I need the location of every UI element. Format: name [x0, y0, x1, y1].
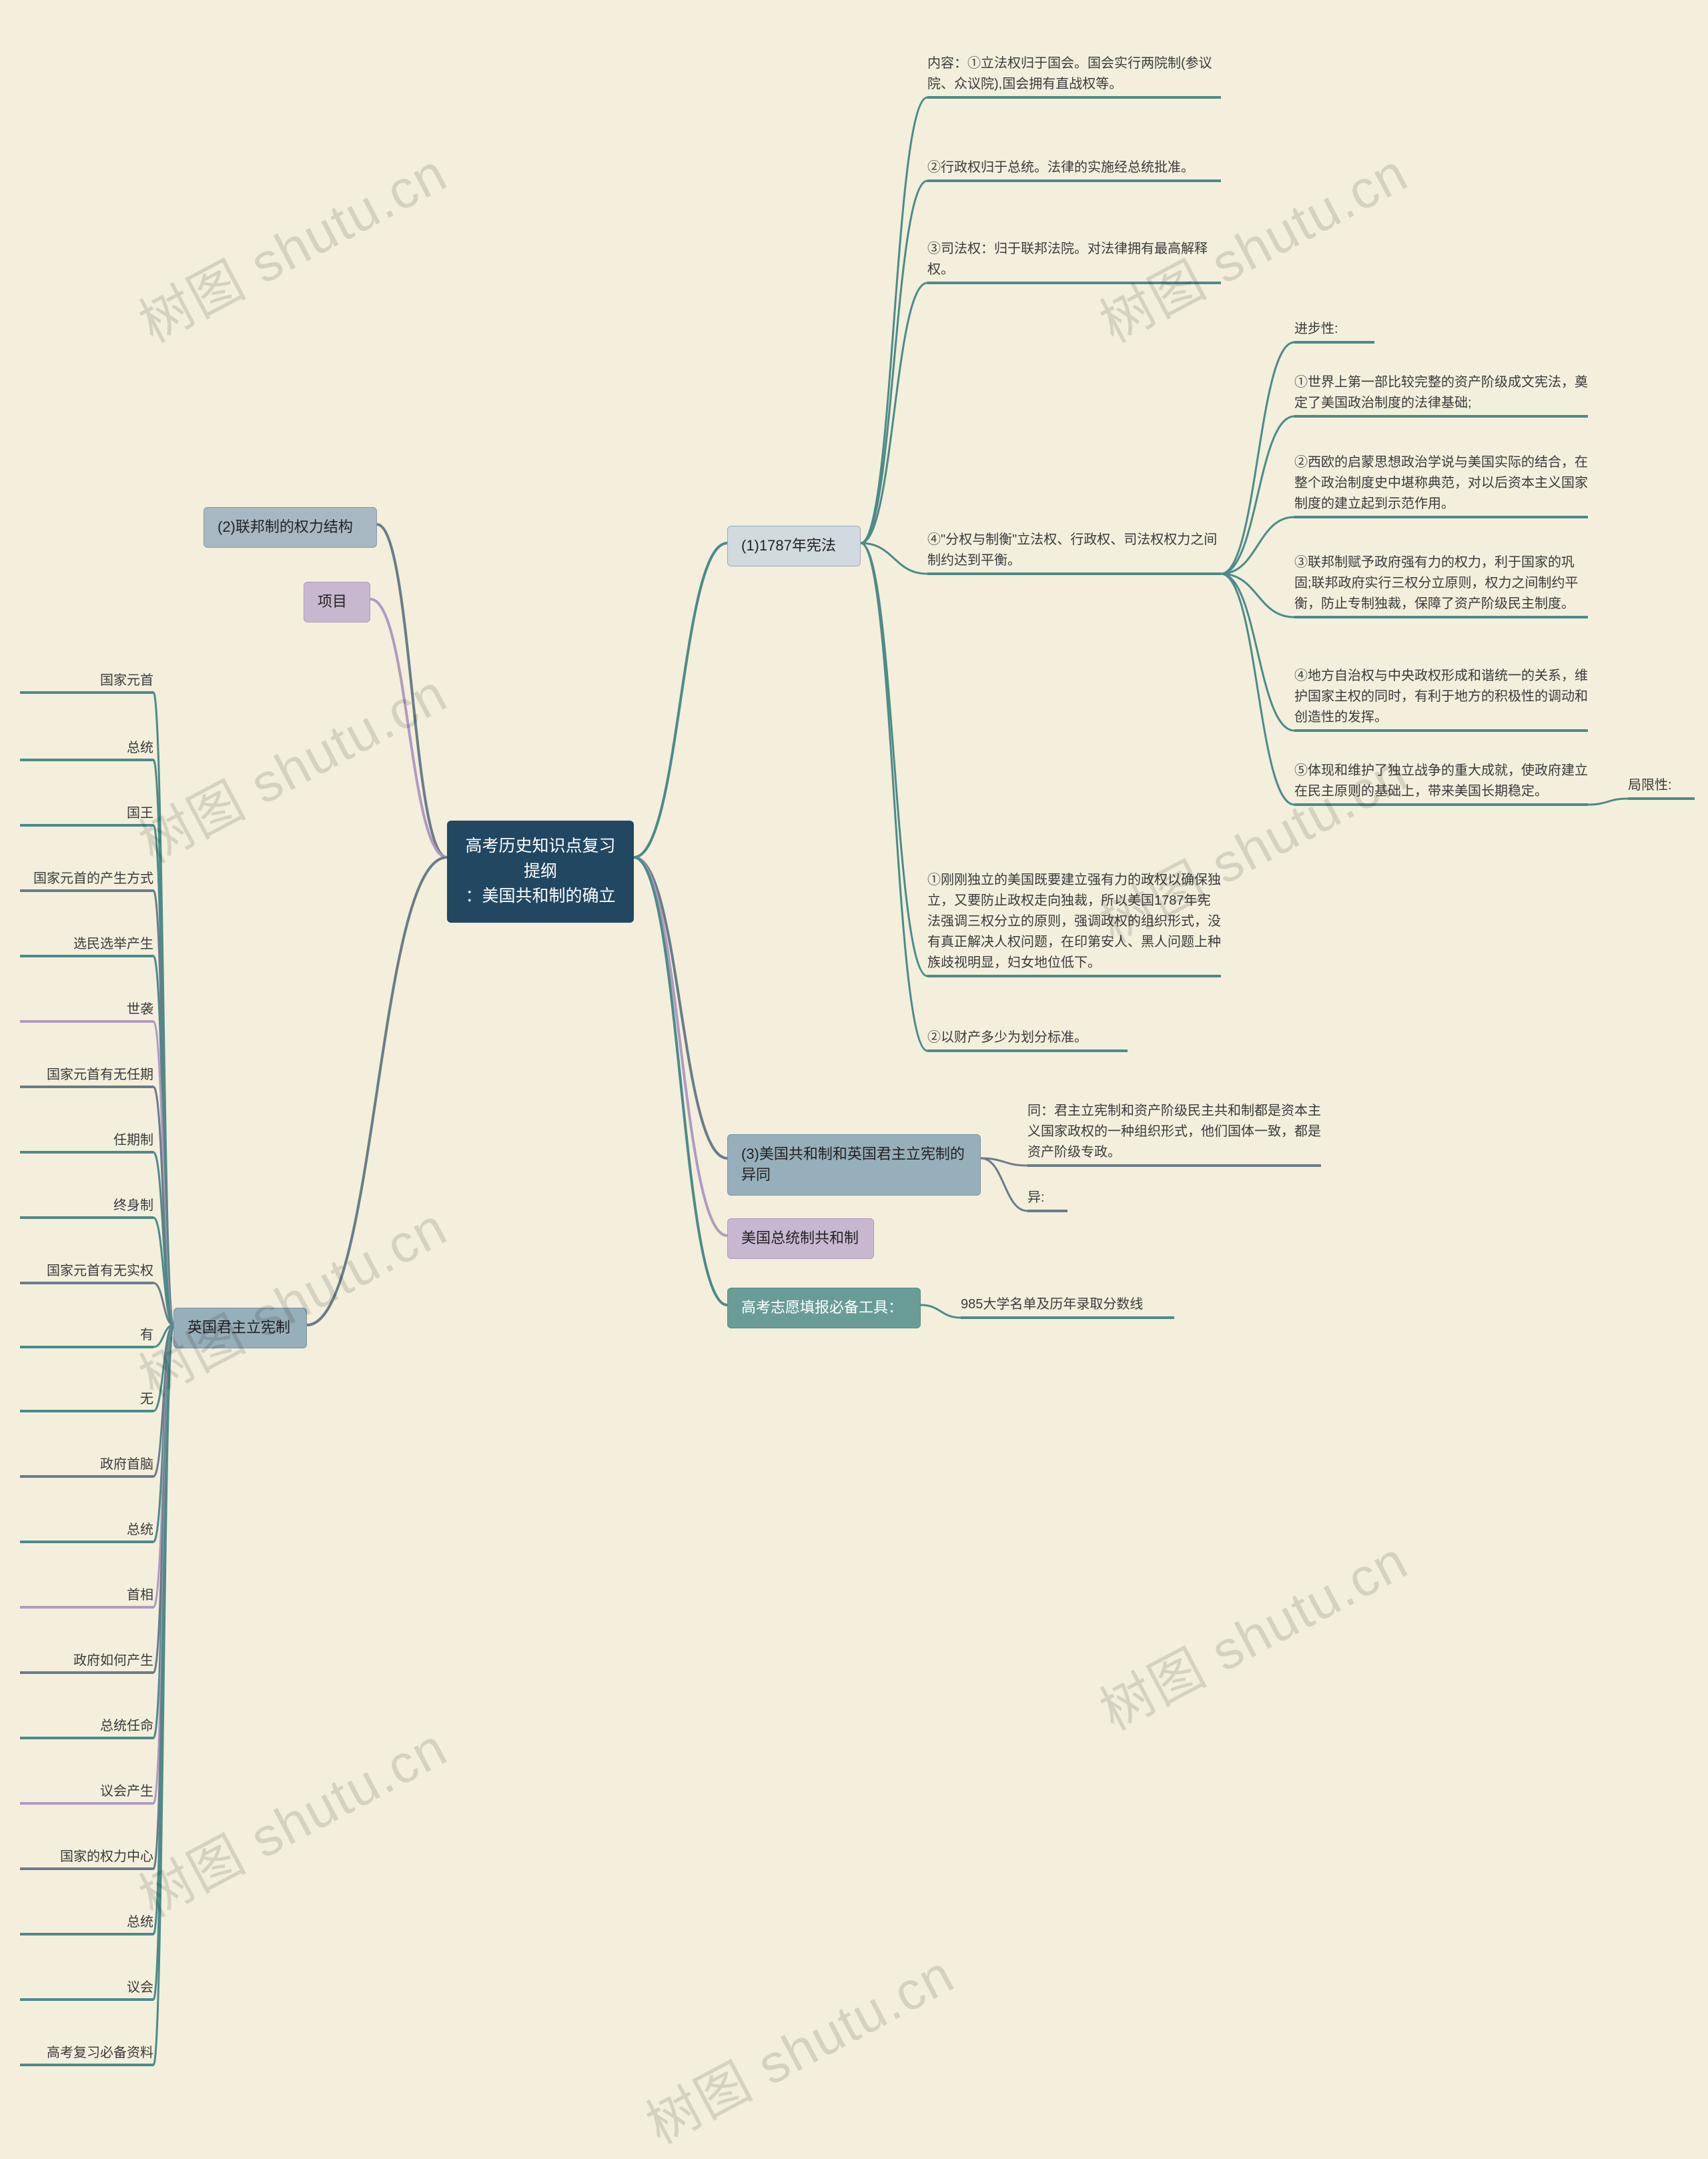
watermark: 树图 shutu.cn — [1085, 1519, 1420, 1745]
watermark: 树图 shutu.cn — [124, 651, 459, 878]
watermark: 树图 shutu.cn — [124, 131, 459, 358]
watermark: 树图 shutu.cn — [124, 1185, 459, 1412]
watermark-layer: 树图 shutu.cn 树图 shutu.cn 树图 shutu.cn 树图 shut… — [0, 0, 1708, 2098]
watermark: 树图 shutu.cn — [1085, 731, 1420, 958]
watermark: 树图 shutu.cn — [124, 1705, 459, 1932]
watermark: 树图 shutu.cn — [631, 1932, 966, 2159]
watermark: 树图 shutu.cn — [1085, 131, 1420, 358]
